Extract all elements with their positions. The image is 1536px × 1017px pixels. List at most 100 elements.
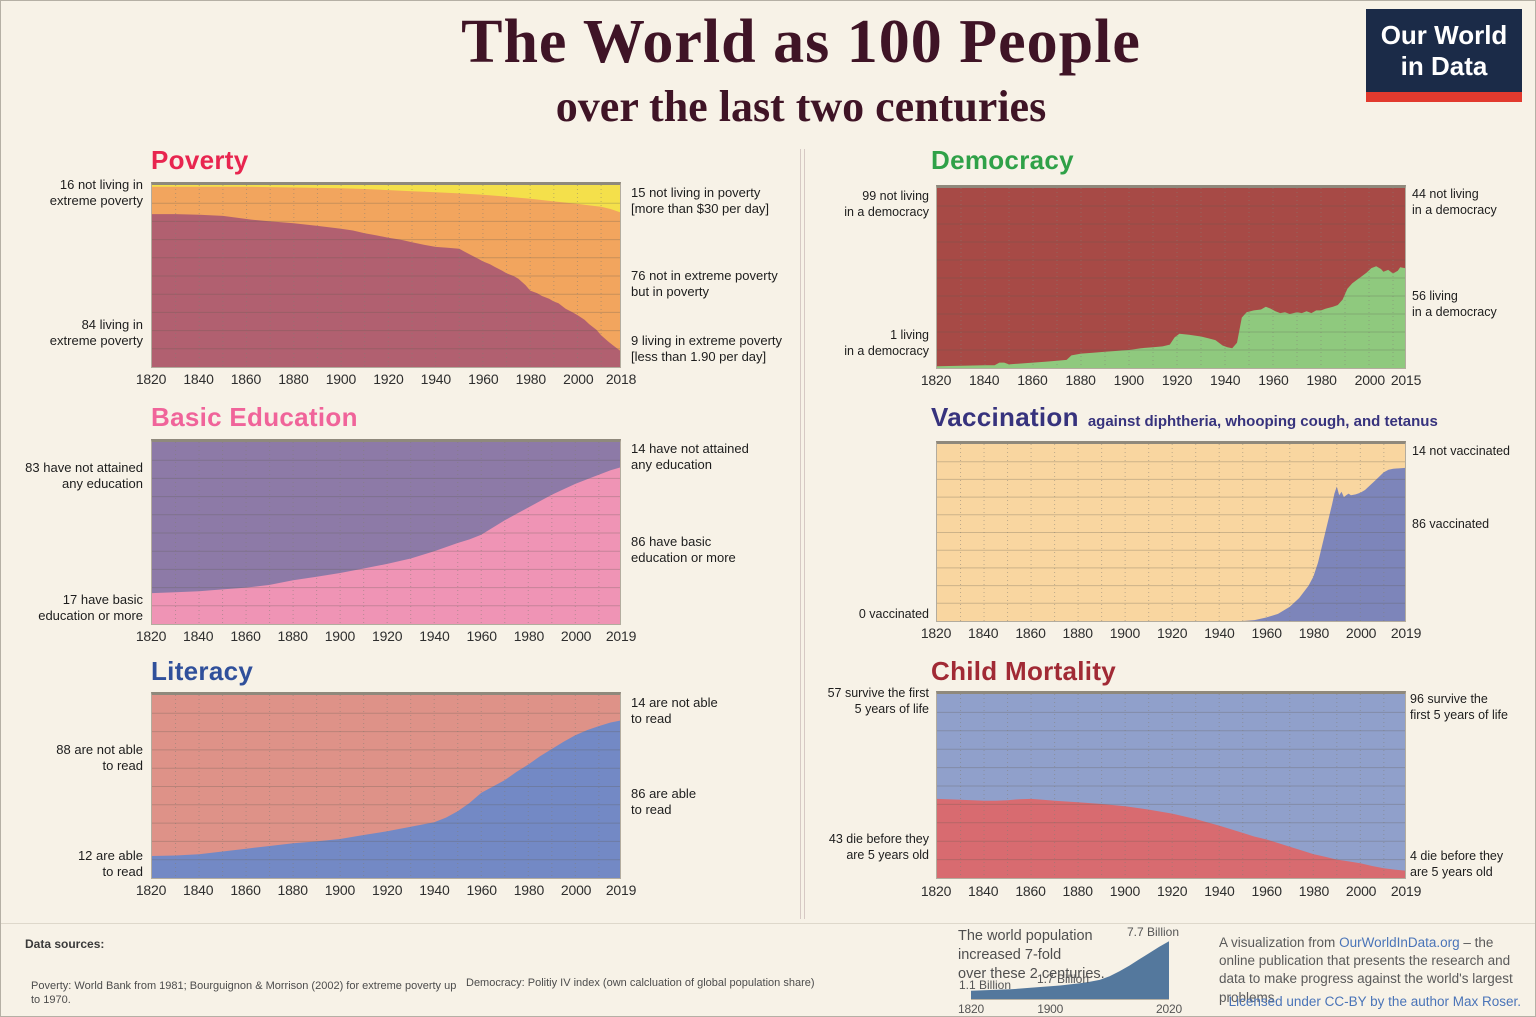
child-mortality-x-tick-2000: 2000 <box>1345 883 1377 899</box>
poverty-x-tick-1920: 1920 <box>373 371 404 387</box>
poverty-label-right-middle: 76 not in extreme poverty but in poverty <box>631 268 778 300</box>
basic-education-x-axis: 1820 1840 1860 1880 1900 1920 1940 1960 1980 2000… <box>136 628 637 646</box>
child-mortality-label-left-top: 57 survive the first 5 years of life <box>827 686 929 716</box>
data-sources-column-1: Poverty: World Bank from 1981; Bourguign… <box>31 954 461 1016</box>
democracy-x-tick-1980: 1980 <box>1306 372 1337 388</box>
page-title: The World as 100 People <box>461 8 1141 76</box>
poverty-label-left-top: 16 not living in extreme poverty <box>49 177 143 209</box>
vaccination-x-tick-1920: 1920 <box>1157 625 1188 641</box>
poverty-x-tick-1940: 1940 <box>420 371 452 387</box>
basic-education-x-tick-1980: 1980 <box>513 628 545 644</box>
literacy-x-tick-1880: 1880 <box>277 882 309 898</box>
democracy-x-tick-1860: 1860 <box>1017 372 1048 388</box>
owid-logo-line2: in Data <box>1400 50 1488 81</box>
poverty-x-axis: 1820 1840 1860 1880 1900 1920 1940 1960 1980 2000… <box>136 371 637 389</box>
democracy-chart-svg <box>937 188 1405 368</box>
poverty-x-tick-1960: 1960 <box>468 371 499 387</box>
vaccination-x-tick-1820: 1820 <box>920 625 952 641</box>
world-population-x-tick-2020: 2020 <box>1156 1002 1182 1016</box>
page-subtitle: over the last two centuries <box>555 82 1047 131</box>
democracy-label-left-top: 99 not living in a democracy <box>844 189 929 219</box>
vaccination-title: Vaccination against diphtheria, whooping … <box>931 402 1438 433</box>
child-mortality-x-tick-1880: 1880 <box>1062 883 1094 899</box>
literacy-x-tick-2000: 2000 <box>560 882 592 898</box>
literacy-x-tick-1900: 1900 <box>324 882 356 898</box>
vaccination-x-tick-1860: 1860 <box>1015 625 1046 641</box>
literacy-label-left-bottom: 12 are able to read <box>77 848 143 880</box>
basic-education-chart-svg <box>152 442 620 624</box>
poverty-x-tick-1900: 1900 <box>325 371 357 387</box>
poverty-label-left-bottom: 84 living in extreme poverty <box>49 317 143 349</box>
population-x-axis: 1820 1900 2020 <box>958 1002 1182 1016</box>
child-mortality-label-right-bottom: 4 die before they are 5 years old <box>1410 849 1504 879</box>
child-mortality-x-tick-1840: 1840 <box>968 883 999 899</box>
poverty-x-tick-1840: 1840 <box>183 371 214 387</box>
basic-education-x-tick-1860: 1860 <box>230 628 261 644</box>
poverty-title: Poverty <box>151 145 249 175</box>
attribution-text: A visualization from OurWorldInData.org … <box>1219 934 1521 1007</box>
literacy-label-right-bottom: 86 are able to read <box>631 786 697 818</box>
child-mortality-chart-svg <box>937 694 1405 878</box>
population-label-2020: 7.7 Billion <box>1127 925 1180 939</box>
democracy-title: Democracy <box>931 145 1074 175</box>
democracy-x-tick-1940: 1940 <box>1210 372 1241 388</box>
democracy-chart <box>936 185 1406 369</box>
population-note: The world population increased 7-fold ov… <box>958 928 1105 982</box>
child-mortality-x-tick-2019: 2019 <box>1390 883 1422 899</box>
attribution-prefix: A visualization from <box>1219 935 1340 950</box>
democracy-x-tick-2015: 2015 <box>1390 372 1422 388</box>
democracy-x-tick-1960: 1960 <box>1258 372 1289 388</box>
vaccination-label-left-bottom: 0 vaccinated <box>858 607 929 621</box>
basic-education-x-tick-1820: 1820 <box>135 628 167 644</box>
vaccination-x-tick-2019: 2019 <box>1390 625 1422 641</box>
democracy-x-axis: 1820 1840 1860 1880 1900 1920 1940 1960 1980 2000… <box>921 372 1422 390</box>
owid-link[interactable]: OurWorldInData.org <box>1339 935 1460 950</box>
literacy-x-tick-1860: 1860 <box>230 882 261 898</box>
vaccination-chart <box>936 441 1406 622</box>
vaccination-title-text: Vaccination <box>931 402 1079 432</box>
source-line-democracy: Democracy: Politiy IV index (own calclua… <box>466 977 815 990</box>
license-text[interactable]: Licensed under CC-BY by the author Max R… <box>1228 994 1521 1009</box>
child-mortality-x-tick-1820: 1820 <box>920 883 952 899</box>
literacy-x-tick-1940: 1940 <box>419 882 450 898</box>
literacy-x-tick-1840: 1840 <box>183 882 214 898</box>
child-mortality-x-tick-1980: 1980 <box>1298 883 1330 899</box>
basic-education-label-left-top: 83 have not attained any education <box>25 460 143 492</box>
data-sources-column-2: Democracy: Politiy IV index (own calclua… <box>466 951 951 1016</box>
basic-education-x-tick-2019: 2019 <box>605 628 637 644</box>
child-mortality-x-tick-1940: 1940 <box>1204 883 1235 899</box>
world-population-chart-svg <box>971 941 1169 999</box>
poverty-label-right-top: 15 not living in poverty [more than $30 … <box>631 185 770 217</box>
basic-education-chart <box>151 439 621 625</box>
literacy-x-tick-2019: 2019 <box>605 882 637 898</box>
democracy-x-tick-2000: 2000 <box>1354 372 1386 388</box>
owid-logo: Our World in Data <box>1366 9 1522 102</box>
basic-education-x-tick-1940: 1940 <box>419 628 450 644</box>
democracy-label-left-bottom: 1 living in a democracy <box>844 328 929 358</box>
poverty-label-right-bottom: 9 living in extreme poverty [less than 1… <box>631 333 783 365</box>
basic-education-x-tick-1880: 1880 <box>277 628 309 644</box>
child-mortality-label-right-top: 96 survive the first 5 years of life <box>1410 692 1508 722</box>
democracy-x-tick-1920: 1920 <box>1161 372 1193 388</box>
literacy-title: Literacy <box>151 656 254 686</box>
democracy-x-tick-1840: 1840 <box>969 372 1000 388</box>
basic-education-x-tick-1900: 1900 <box>324 628 356 644</box>
data-sources-heading: Data sources: <box>25 937 105 951</box>
child-mortality-title: Child Mortality <box>931 656 1117 686</box>
literacy-x-tick-1980: 1980 <box>513 882 545 898</box>
democracy-label-right-top: 44 not living in a democracy <box>1412 187 1497 217</box>
vaccination-label-right-bottom: 86 vaccinated <box>1412 517 1490 531</box>
vaccination-x-tick-1840: 1840 <box>968 625 999 641</box>
child-mortality-label-left-bottom: 43 die before they are 5 years old <box>828 832 929 862</box>
owid-logo-red-bar <box>1366 92 1522 102</box>
vaccination-chart-svg <box>937 444 1405 621</box>
vaccination-x-tick-1980: 1980 <box>1298 625 1330 641</box>
literacy-x-axis: 1820 1840 1860 1880 1900 1920 1940 1960 1980 2000… <box>136 882 637 900</box>
child-mortality-x-tick-1920: 1920 <box>1157 883 1188 899</box>
poverty-x-tick-1820: 1820 <box>135 371 167 387</box>
child-mortality-x-tick-1900: 1900 <box>1109 883 1141 899</box>
poverty-x-tick-2000: 2000 <box>563 371 594 387</box>
literacy-label-left-top: 88 are not able to read <box>56 742 143 774</box>
poverty-x-tick-2018: 2018 <box>605 371 637 387</box>
